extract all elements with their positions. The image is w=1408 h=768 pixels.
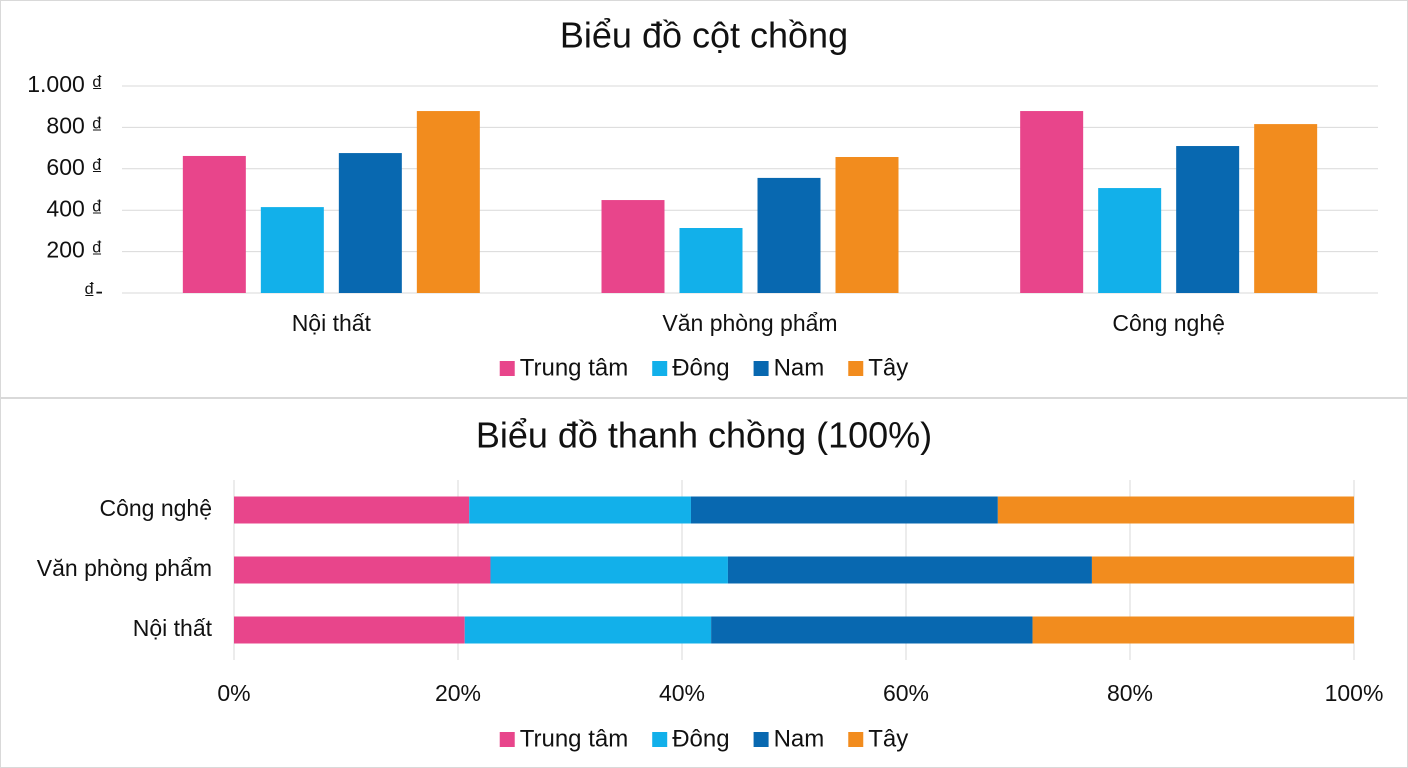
bar-segment xyxy=(997,496,1354,524)
legend-label: Đông xyxy=(672,354,729,381)
x-tick-label: 0% xyxy=(217,680,250,706)
bar-segment xyxy=(1091,556,1354,584)
bar-segment xyxy=(490,556,728,584)
chart-title: Biểu đồ thanh chồng (100%) xyxy=(476,415,932,456)
legend-swatch xyxy=(499,361,515,376)
bar xyxy=(182,155,246,293)
y-tick-label: 600 ₫ xyxy=(46,154,103,180)
legend-label: Đông xyxy=(672,725,729,752)
bar-segment xyxy=(690,496,998,524)
legend-label: Tây xyxy=(868,354,908,381)
x-tick-label: 40% xyxy=(659,680,705,706)
bar xyxy=(1254,124,1318,293)
y-tick-label: 1.000 ₫ xyxy=(27,71,103,97)
bar-segment xyxy=(469,496,691,524)
legend-swatch xyxy=(753,732,769,747)
legend-label: Tây xyxy=(868,725,908,752)
bar-segment xyxy=(234,616,465,644)
legend-label: Trung tâm xyxy=(520,725,628,752)
bar xyxy=(757,177,821,293)
bar-segment xyxy=(234,496,470,524)
legend-swatch xyxy=(652,361,668,376)
bar xyxy=(1098,188,1162,293)
bar-segment xyxy=(711,616,1033,644)
bar xyxy=(1176,146,1240,293)
bar xyxy=(679,228,743,293)
bar xyxy=(338,153,402,293)
x-tick-label: Công nghệ xyxy=(1112,310,1225,336)
bar xyxy=(260,207,324,293)
x-tick-label: Nội thất xyxy=(292,310,372,336)
bar xyxy=(416,111,480,293)
y-tick-label: 200 ₫ xyxy=(46,237,103,263)
bar-segment xyxy=(234,556,491,584)
legend-swatch xyxy=(848,732,864,747)
y-tick-label: Văn phòng phẩm xyxy=(37,555,212,581)
legend-swatch xyxy=(652,732,668,747)
chart-title: Biểu đồ cột chồng xyxy=(560,15,848,56)
legend-swatch xyxy=(753,361,769,376)
x-tick-label: 60% xyxy=(883,680,929,706)
legend-label: Nam xyxy=(774,354,825,381)
y-tick-label: 800 ₫ xyxy=(46,112,103,138)
legend-swatch xyxy=(848,361,864,376)
bar-segment xyxy=(1032,616,1354,644)
legend-label: Trung tâm xyxy=(520,354,628,381)
bar-segment xyxy=(464,616,712,644)
bar xyxy=(835,157,899,293)
x-tick-label: 20% xyxy=(435,680,481,706)
y-tick-label: ₫- xyxy=(84,278,103,304)
y-tick-label: Nội thất xyxy=(133,615,213,641)
y-tick-label: Công nghệ xyxy=(99,495,212,521)
y-tick-label: 400 ₫ xyxy=(46,195,103,221)
legend-swatch xyxy=(499,732,515,747)
bar xyxy=(601,200,665,293)
x-tick-label: 80% xyxy=(1107,680,1153,706)
bar xyxy=(1020,111,1084,293)
bar-segment xyxy=(727,556,1092,584)
x-tick-label: 100% xyxy=(1325,680,1384,706)
legend-label: Nam xyxy=(774,725,825,752)
x-tick-label: Văn phòng phẩm xyxy=(662,310,837,336)
